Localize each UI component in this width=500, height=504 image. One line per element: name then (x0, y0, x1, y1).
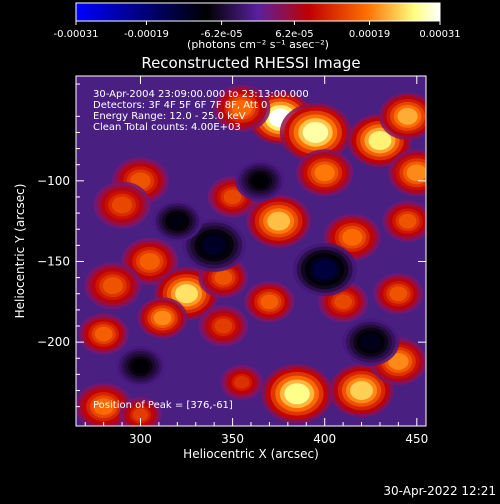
y-tick-label-2: −200 (37, 335, 70, 349)
heatmap-blobs (76, 84, 426, 426)
annotation-energy-range: Energy Range: 12.0 - 25.0 keV (93, 111, 246, 122)
heatmap-blob-27 (76, 383, 133, 426)
heatmap-blob-10 (246, 194, 311, 248)
heatmap-blob-20 (244, 281, 295, 323)
heatmap-blob-25 (329, 364, 394, 418)
heatmap-blob-33 (342, 318, 400, 366)
x-tick-label-0: 300 (129, 432, 152, 446)
heatmap-blob-3 (379, 92, 426, 140)
heatmap-blob-30 (292, 243, 357, 297)
heatmap-blob-4 (213, 84, 271, 132)
peak-position-label: Position of Peak = [376,-61] (93, 400, 233, 411)
x-tick-label-2: 400 (313, 432, 336, 446)
colorbar-tick-label-3: 6.2e-05 (275, 29, 313, 40)
heatmap-area (76, 76, 426, 426)
heatmap-blob-15 (78, 313, 129, 355)
heatmap-blob-17 (137, 297, 188, 339)
colorbar-tick-label-2: -6.2e-05 (201, 29, 243, 40)
x-tick-label-3: 450 (405, 432, 428, 446)
colorbar-unit-label: (photons cm⁻² s⁻¹ asec⁻²) (187, 38, 329, 51)
x-axis-label: Heliocentric X (arcsec) (183, 447, 319, 461)
heatmap-blob-6 (296, 149, 354, 197)
colorbar-tick-label-5: 0.00031 (419, 29, 460, 40)
colorbar-tick-label-4: 0.00019 (349, 29, 390, 40)
colorbar-tick-label-0: -0.00031 (54, 29, 99, 40)
heatmap-blob-31 (235, 160, 286, 202)
annotation-time-range: 30-Apr-2004 23:09:00.000 to 23:13:00.000 (93, 89, 309, 100)
colorbar: -0.00031 -0.00019 -6.2e-05 6.2e-05 0.00019 0.… (54, 2, 461, 51)
y-axis-ticks: −100 −150 −200 (37, 83, 426, 408)
heatmap-blob-14 (84, 262, 142, 310)
y-axis-label: Heliocentric Y (arcsec) (13, 184, 27, 319)
annotation-block: 30-Apr-2004 23:09:00.000 to 23:13:00.000… (93, 89, 309, 133)
heatmap-blob-19 (198, 305, 249, 347)
heatmap-blob-1 (279, 102, 352, 162)
heatmap-blob-12 (382, 200, 426, 242)
footer-timestamp: 30-Apr-2022 12:21 (383, 484, 496, 498)
heatmap-blob-24 (261, 364, 333, 424)
y-tick-label-1: −150 (37, 254, 70, 268)
colorbar-gradient (75, 2, 441, 22)
x-tick-label-1: 350 (221, 432, 244, 446)
heatmap-blob-23 (220, 364, 264, 401)
heatmap-blob-11 (323, 213, 381, 261)
heatmap-blob-22 (373, 273, 424, 315)
heatmap-blob-5 (388, 149, 426, 197)
y-tick-label-0: −100 (37, 174, 70, 188)
heatmap-blob-8 (93, 181, 151, 229)
heatmap-blob-29 (182, 218, 247, 272)
chart-title: Reconstructed RHESSI Image (141, 54, 360, 72)
annotation-detectors: Detectors: 3F 4F 5F 6F 7F 8F, Att 0 (93, 100, 267, 111)
heatmap-blob-28 (119, 397, 162, 426)
heatmap-blob-32 (152, 200, 203, 242)
heatmap-blob-34 (115, 345, 166, 387)
colorbar-ticks: -0.00031 -0.00019 -6.2e-05 6.2e-05 0.00019 0.… (54, 21, 461, 40)
annotation-clean-counts: Clean Total counts: 4.00E+03 (93, 122, 241, 133)
colorbar-tick-label-1: -0.00019 (124, 29, 169, 40)
x-axis-ticks: 300 350 400 450 (84, 76, 428, 446)
